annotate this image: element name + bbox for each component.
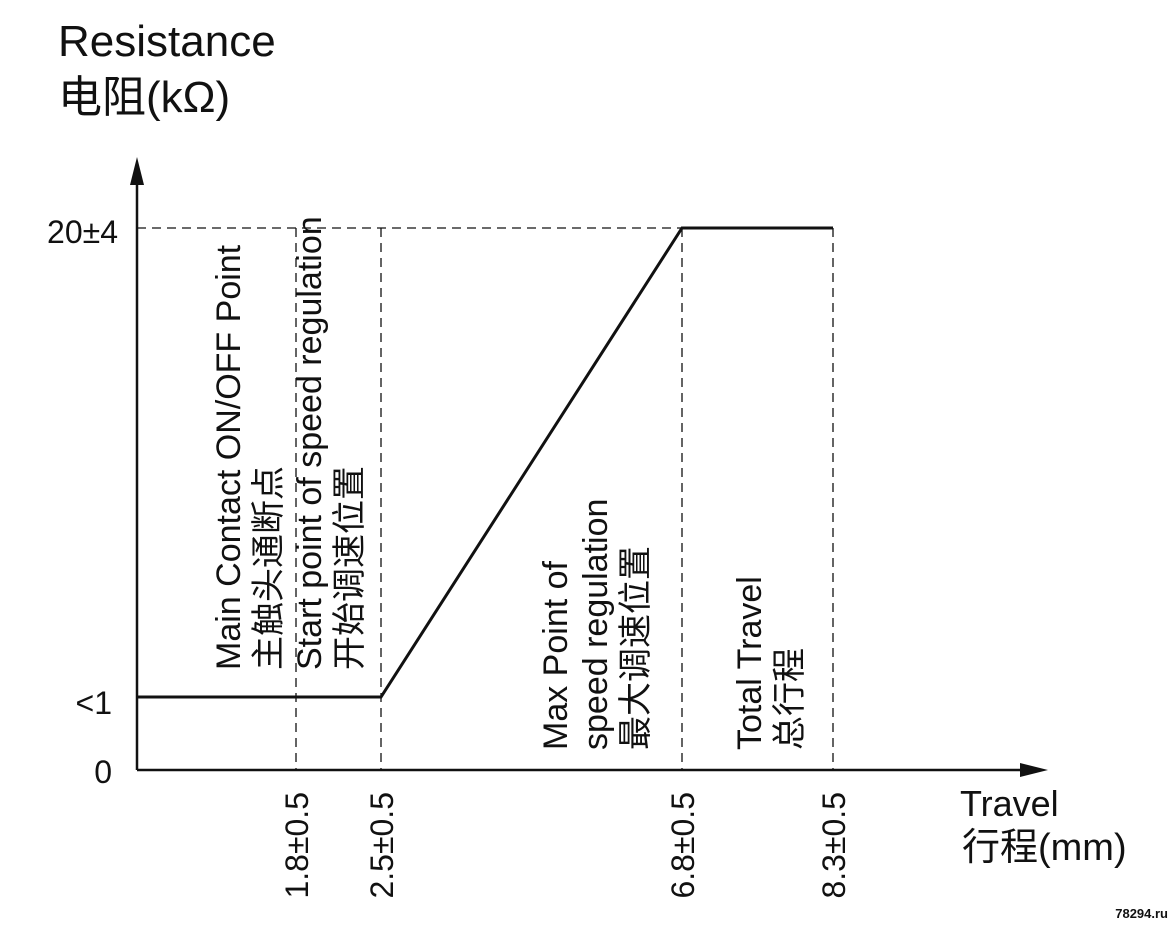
- y-tick-label: 20±4: [47, 214, 118, 250]
- y-tick-label: <1: [76, 685, 112, 721]
- annotation-label: 主触头通断点: [250, 466, 288, 670]
- x-axis-title: Travel: [960, 783, 1059, 824]
- x-tick-label: 8.3±0.5: [816, 792, 852, 899]
- x-tick-label: 6.8±0.5: [665, 792, 701, 899]
- x-tick-label: 2.5±0.5: [364, 792, 400, 899]
- annotation-label: 总行程: [771, 648, 809, 750]
- annotation-label: Total Travel: [731, 576, 769, 750]
- y-axis-title-sub: 电阻(kΩ): [58, 73, 230, 122]
- chart-marks: 1.8±0.5 2.5±0.5 6.8±0.5 8.3±0.5 Main Contact…: [137, 216, 852, 899]
- x-tick-label: 1.8±0.5: [279, 792, 315, 899]
- annotation-label: 开始调速位置: [331, 466, 369, 670]
- annotation-label: speed regulation: [577, 499, 615, 750]
- x-axis-arrow: [1020, 763, 1048, 777]
- y-axis-arrow: [130, 157, 144, 185]
- resistance-curve: [137, 226, 833, 699]
- x-axis-title-sub: 行程(mm): [962, 827, 1127, 869]
- annotation-label: 最大调速位置: [617, 546, 655, 750]
- y-axis-title: Resistance: [58, 17, 276, 66]
- annotation-label: Main Contact ON/OFF Point: [210, 244, 248, 670]
- annotation-label: Max Point of: [537, 560, 575, 750]
- annotation-label: Start point of speed regulation: [291, 216, 329, 670]
- watermark: 78294.ru: [1115, 906, 1168, 921]
- y-tick-label: 0: [94, 754, 112, 790]
